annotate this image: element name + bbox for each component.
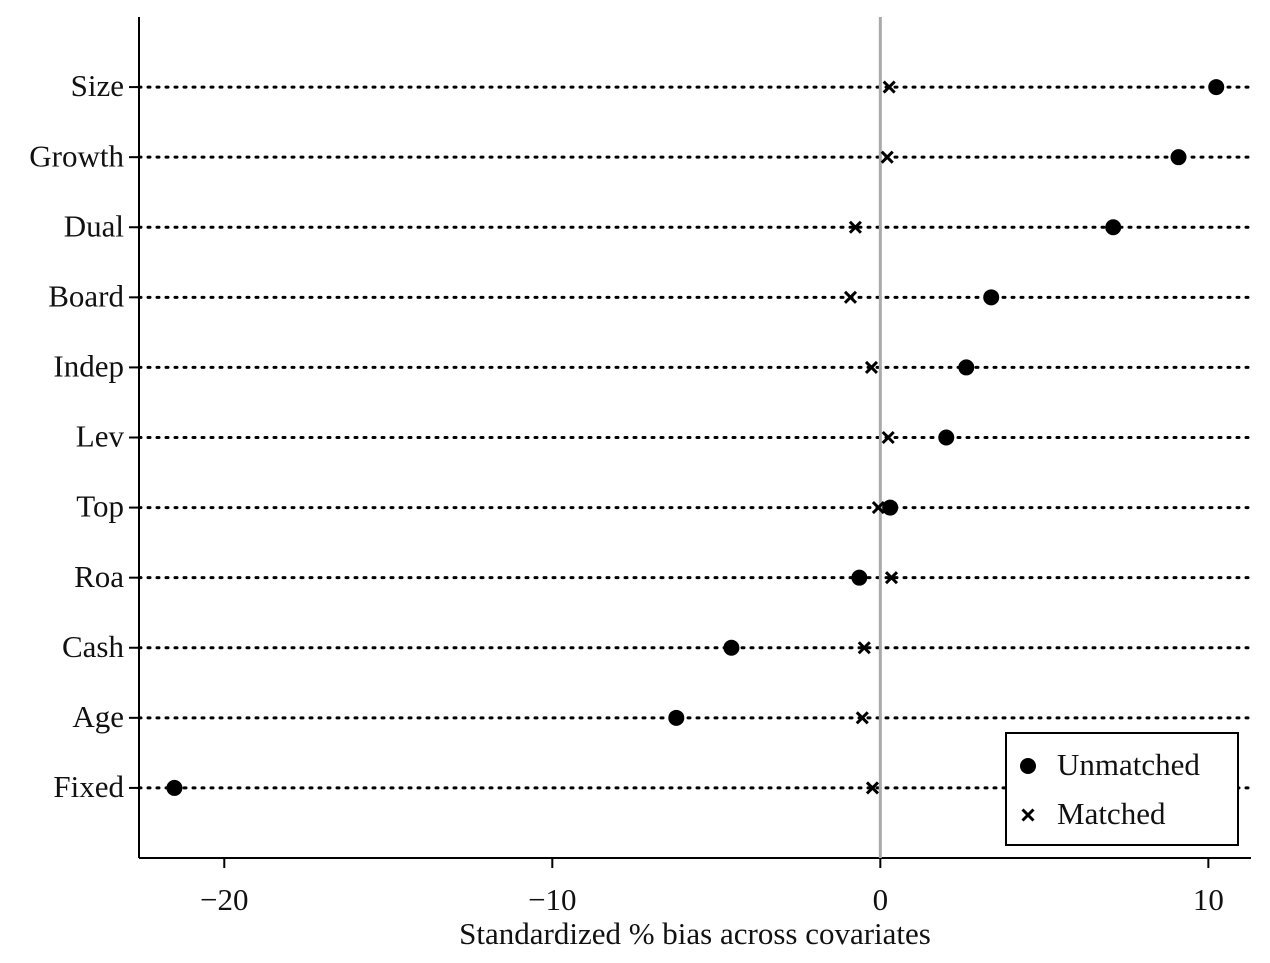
point [871,501,885,515]
x-tick-label: −10 [528,882,576,917]
point [882,80,896,94]
y-tick-label: Fixed [53,769,124,804]
point [857,641,871,655]
point [865,781,880,795]
legend-box [1005,732,1239,846]
y-tick-label: Cash [62,629,125,664]
point [723,639,740,656]
point [864,360,879,374]
point [880,150,894,164]
legend-label: Unmatched [1057,747,1200,782]
point [983,289,1000,306]
point [848,220,862,234]
legend: Unmatched Matched [1005,732,1239,846]
y-tick-label: Size [71,68,124,103]
point [1208,79,1225,96]
point [884,571,899,585]
x-tick-label: −20 [200,882,248,917]
point [668,709,685,726]
y-tick-label: Lev [76,419,125,454]
legend-marker [1020,758,1036,774]
point [1105,219,1122,236]
y-tick-label: Dual [64,208,124,243]
point [166,779,183,796]
point [855,711,869,725]
y-tick-label: Board [48,278,124,313]
y-tick-label: Top [76,489,124,524]
point [851,569,868,586]
point [881,430,895,445]
y-tick-label: Growth [29,138,124,173]
point [882,499,899,516]
legend-label: Matched [1057,796,1166,831]
y-tick-label: Age [72,699,124,734]
point [843,290,858,304]
point [938,429,955,446]
point [958,359,975,376]
x-axis-label: Standardized % bias across covariates [459,916,931,951]
x-tick-label: 0 [873,882,889,917]
y-tick-label: Roa [74,559,124,594]
y-tick-label: Indep [53,349,124,384]
point [1170,149,1187,166]
legend-marker [1021,808,1035,822]
x-tick-label: 10 [1193,882,1224,917]
